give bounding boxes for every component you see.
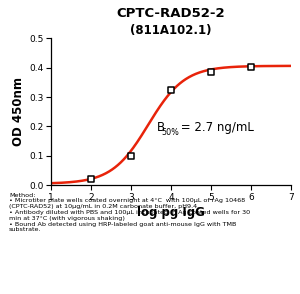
Point — [249, 65, 254, 69]
Point — [169, 87, 173, 92]
Text: = 2.7 ng/mL: = 2.7 ng/mL — [177, 121, 254, 134]
Point — [208, 70, 213, 74]
Text: B: B — [157, 121, 165, 134]
Y-axis label: OD 450nm: OD 450nm — [12, 77, 25, 146]
Text: 50%: 50% — [162, 128, 180, 136]
X-axis label: log pg IgG: log pg IgG — [137, 206, 205, 219]
Text: (811A102.1): (811A102.1) — [130, 24, 212, 36]
Point — [88, 177, 93, 182]
Text: CPTC-RAD52-2: CPTC-RAD52-2 — [117, 7, 225, 20]
Point — [129, 153, 134, 158]
Text: Method:
• Microtiter plate wells coated overnight at 4°C  with 100μL of rAg 1046: Method: • Microtiter plate wells coated … — [9, 193, 250, 232]
